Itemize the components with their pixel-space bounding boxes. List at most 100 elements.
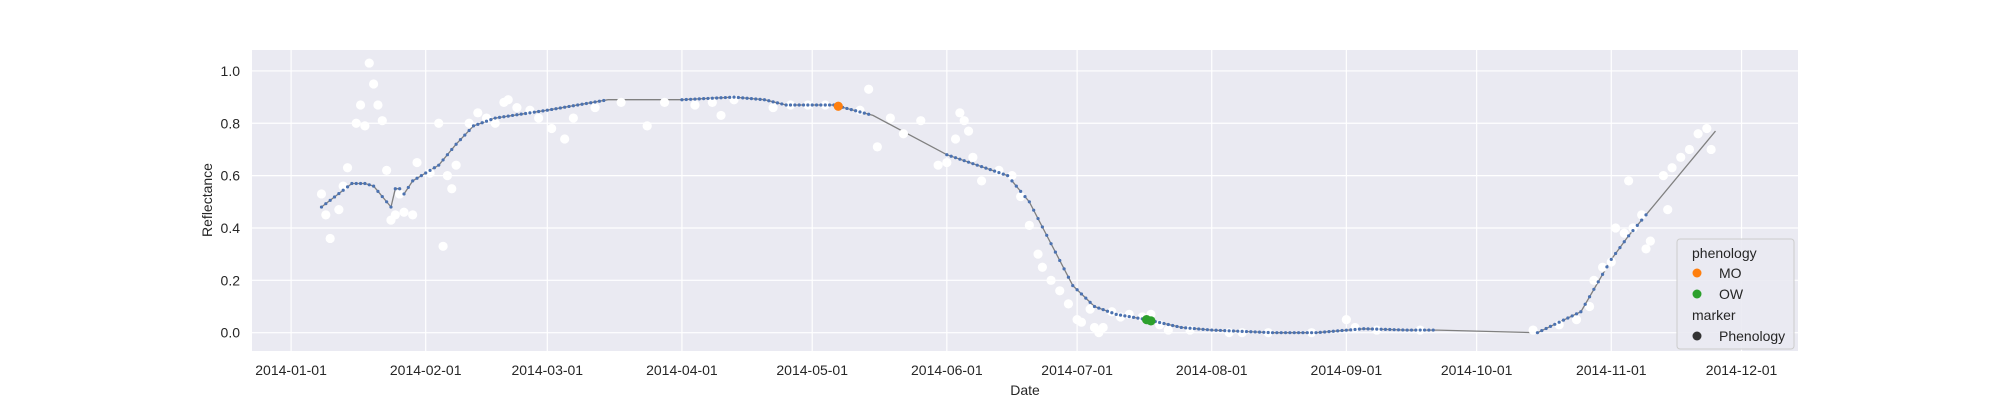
fitted-point (1027, 200, 1031, 204)
observation-point (382, 165, 392, 175)
observation-point (642, 121, 652, 131)
fitted-point (432, 166, 436, 170)
x-tick-label: 2014-01-01 (255, 362, 327, 378)
observation-point (355, 100, 366, 110)
observation-point (1589, 275, 1599, 285)
fitted-point (376, 189, 380, 193)
fitted-point (988, 168, 992, 172)
fitted-point (1210, 328, 1214, 332)
fitted-point (1327, 330, 1331, 334)
x-tick-label: 2014-09-01 (1311, 362, 1383, 378)
y-tick-label: 0.6 (221, 168, 241, 184)
fitted-point (1088, 300, 1092, 304)
fitted-point (1301, 331, 1305, 335)
fitted-point (949, 154, 953, 158)
fitted-point (341, 188, 345, 192)
legend-phenology-marker (1692, 331, 1702, 341)
observation-point (950, 134, 961, 144)
observation-point (360, 121, 370, 131)
fitted-point (571, 104, 575, 108)
observation-point (616, 97, 626, 107)
legend-title-marker: marker (1692, 307, 1736, 323)
observation-point (399, 207, 409, 217)
fitted-point (1236, 329, 1240, 333)
fitted-point (1579, 310, 1583, 314)
fitted-point (1574, 312, 1579, 316)
fitted-point (1049, 242, 1053, 246)
observation-point (1046, 275, 1056, 285)
fitted-point (532, 110, 536, 114)
fitted-point (1640, 218, 1644, 222)
fitted-point (1631, 229, 1635, 233)
fitted-point (484, 119, 489, 123)
observation-point (1115, 312, 1126, 322)
fitted-point (1431, 328, 1435, 332)
fitted-point (515, 113, 519, 117)
fitted-point (1635, 223, 1639, 227)
fitted-point (1375, 327, 1379, 331)
fitted-point (1127, 315, 1131, 319)
fitted-point (1053, 250, 1057, 254)
observation-point (447, 184, 457, 194)
x-tick-label: 2014-10-01 (1441, 362, 1513, 378)
fitted-point (358, 181, 363, 186)
observation-point (1571, 314, 1582, 325)
observation-point (373, 100, 383, 110)
y-tick-label: 0.8 (221, 115, 241, 131)
fitted-point (1362, 327, 1366, 331)
observation-point (1063, 299, 1074, 309)
fitted-point (1223, 329, 1227, 333)
fitted-point (1079, 292, 1084, 296)
fitted-point (1253, 330, 1257, 334)
fitted-point (550, 107, 554, 112)
phenology-point-ow (1146, 316, 1156, 326)
fitted-point (697, 97, 701, 101)
observation-point (568, 113, 578, 123)
fitted-point (1092, 304, 1097, 309)
observation-point (707, 97, 717, 107)
fitted-point (558, 106, 562, 110)
fitted-point (1075, 288, 1079, 292)
fitted-point (1283, 331, 1288, 335)
y-axis-label: Reflectance (199, 163, 215, 237)
observation-point (1597, 262, 1608, 272)
x-tick-label: 2014-05-01 (776, 362, 848, 378)
fitted-point (780, 102, 784, 106)
fitted-point (1010, 179, 1014, 183)
fitted-point (1561, 318, 1566, 322)
fitted-point (1540, 328, 1544, 333)
fitted-point (1627, 234, 1631, 238)
fitted-point (1270, 331, 1275, 335)
fitted-point (1557, 320, 1561, 324)
observation-point (1554, 320, 1564, 330)
observation-point (334, 205, 344, 215)
observation-point (1163, 325, 1173, 335)
fitted-point (997, 171, 1001, 175)
fitted-point (371, 184, 376, 188)
fitted-point (1179, 325, 1183, 330)
fitted-point (398, 187, 402, 191)
fitted-point (1040, 225, 1044, 229)
observation-point (1124, 309, 1134, 319)
fitted-point (1071, 283, 1075, 288)
fitted-point (1331, 329, 1335, 333)
y-tick-label: 0.2 (221, 272, 241, 288)
fitted-point (519, 112, 523, 116)
observation-point (590, 102, 600, 113)
fitted-point (984, 166, 988, 170)
fitted-point (1596, 280, 1600, 284)
fitted-point (1357, 327, 1361, 331)
fitted-point (576, 103, 580, 107)
fitted-point (506, 114, 510, 118)
observation-point (1702, 123, 1712, 134)
fitted-point (736, 95, 740, 100)
observation-point (490, 118, 500, 128)
legend-mo-marker (1692, 268, 1702, 278)
x-tick-label: 2014-03-01 (511, 362, 583, 378)
fitted-point (966, 160, 971, 164)
fitted-point (1379, 327, 1383, 331)
fitted-point (528, 111, 532, 115)
observation-point (933, 160, 943, 170)
fitted-point (1123, 314, 1127, 318)
fitted-point (350, 181, 354, 186)
